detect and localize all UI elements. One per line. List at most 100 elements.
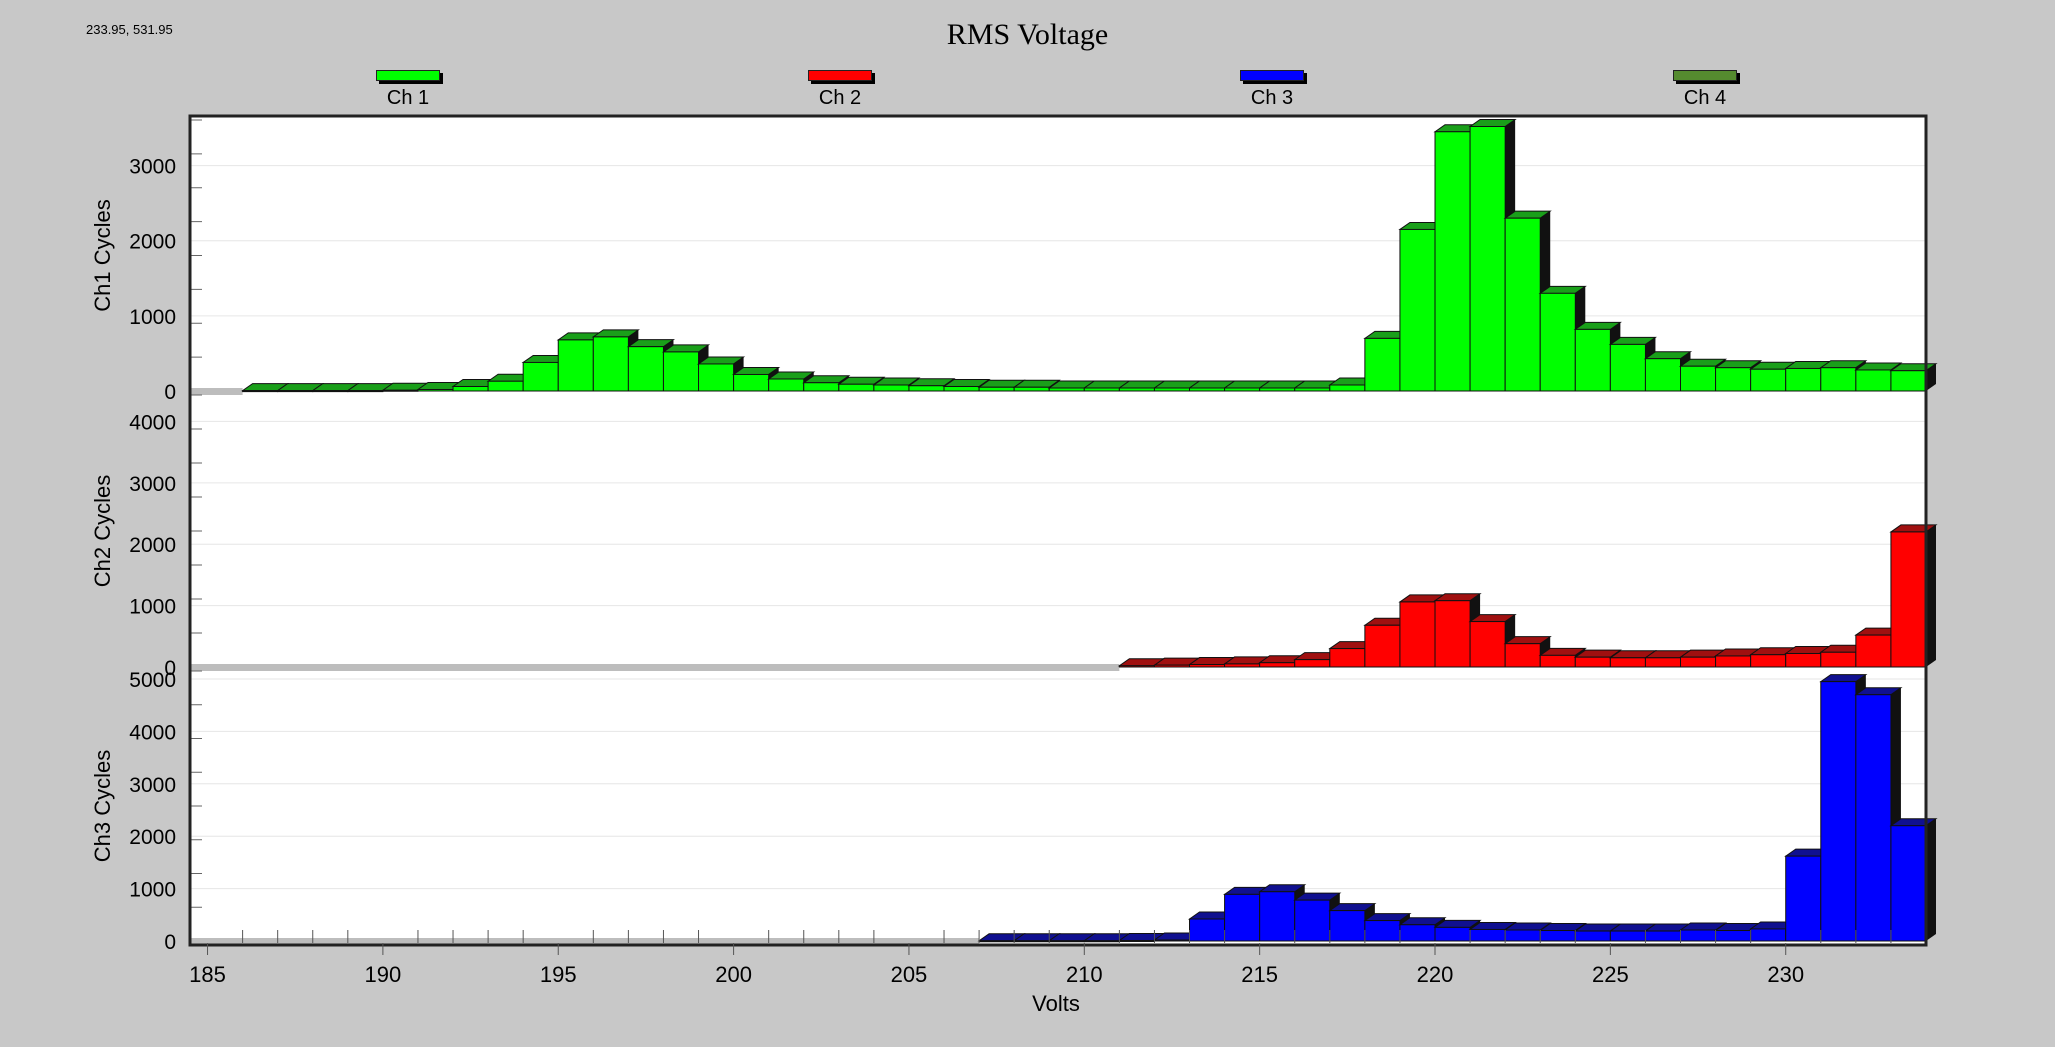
x-tick-label: 220 bbox=[1417, 962, 1454, 987]
bar-front bbox=[1189, 387, 1226, 392]
bar-front bbox=[1785, 652, 1822, 668]
x-tick-label: 205 bbox=[891, 962, 928, 987]
legend-item-ch3[interactable]: Ch 3 bbox=[1212, 70, 1332, 110]
bar-front bbox=[1329, 384, 1366, 392]
bar-front bbox=[1189, 918, 1226, 942]
bar-front bbox=[1083, 940, 1120, 943]
bar-front bbox=[1224, 893, 1261, 942]
legend-label-ch1: Ch 1 bbox=[386, 87, 430, 109]
bar-front bbox=[1574, 656, 1611, 668]
y-axis-label: Ch2 Cycles bbox=[90, 475, 115, 587]
bar-front bbox=[277, 390, 314, 393]
bar-front bbox=[1855, 369, 1892, 392]
panel-3: 0 1000 2000 3000 4000 5000 Ch3 Cycles bbox=[90, 669, 1938, 954]
x-tick-label: 200 bbox=[715, 962, 752, 987]
bar-front bbox=[733, 373, 770, 392]
bar-front bbox=[1609, 343, 1646, 392]
bar-front bbox=[1153, 664, 1191, 668]
bar-front bbox=[522, 361, 559, 392]
panel-1: 0 1000 2000 3000 Ch1 Cycles bbox=[90, 118, 1938, 404]
bar-front bbox=[1048, 387, 1085, 392]
bar-front bbox=[1504, 643, 1541, 668]
bar-front bbox=[347, 390, 384, 393]
bar-front bbox=[1013, 386, 1050, 392]
bar-front bbox=[1259, 891, 1296, 942]
bar-front bbox=[1644, 358, 1682, 392]
legend-label-ch2: Ch 2 bbox=[818, 87, 862, 109]
bar-front bbox=[382, 389, 419, 392]
bar-front bbox=[1434, 926, 1471, 942]
bar-front bbox=[1644, 657, 1682, 668]
bar-front bbox=[1820, 651, 1857, 668]
bar-front bbox=[1855, 694, 1892, 942]
bar-front bbox=[1715, 655, 1752, 668]
x-axis-label: Volts bbox=[1032, 991, 1080, 1016]
bar-front bbox=[1329, 910, 1366, 942]
panel-2: 0 1000 2000 3000 4000 Ch2 Cycles bbox=[90, 394, 1938, 680]
bar-front bbox=[1609, 657, 1646, 668]
y-tick-label: 4000 bbox=[129, 411, 176, 434]
bar bbox=[1854, 687, 1903, 942]
bar-front bbox=[1294, 899, 1331, 942]
legend-item-ch2[interactable]: Ch 2 bbox=[780, 70, 900, 110]
y-tick-label: 1000 bbox=[129, 879, 176, 902]
bar-front bbox=[1224, 387, 1261, 392]
bar-front bbox=[662, 351, 700, 392]
bar-front bbox=[1820, 681, 1857, 942]
bar-front bbox=[1750, 654, 1787, 668]
bar-front bbox=[1539, 930, 1576, 942]
y-axis-label: Ch1 Cycles bbox=[90, 199, 115, 311]
x-tick-label: 195 bbox=[540, 962, 577, 987]
bar-front bbox=[1224, 663, 1261, 668]
baseline-band bbox=[190, 664, 1120, 671]
bar-front bbox=[978, 386, 1015, 392]
bar-front bbox=[1329, 648, 1366, 668]
bar-front bbox=[1118, 939, 1155, 942]
bar-front bbox=[1153, 939, 1191, 942]
bar-front bbox=[803, 382, 840, 392]
y-tick-label: 5000 bbox=[129, 669, 176, 692]
baseline-band bbox=[190, 938, 980, 945]
y-tick-label: 1000 bbox=[129, 306, 176, 329]
plot-frame bbox=[188, 114, 1928, 947]
y-tick-label: 0 bbox=[164, 657, 176, 680]
bar-front bbox=[1013, 940, 1050, 943]
x-tick-label: 210 bbox=[1066, 962, 1103, 987]
bar-front bbox=[1153, 387, 1191, 392]
bar-front bbox=[1504, 217, 1541, 392]
y-tick-label: 2000 bbox=[129, 826, 176, 849]
x-tick-label: 190 bbox=[365, 962, 402, 987]
bar-front bbox=[873, 384, 910, 392]
legend-label-ch3: Ch 3 bbox=[1250, 87, 1294, 109]
y-tick-label: 3000 bbox=[129, 156, 176, 179]
bar-front bbox=[1785, 855, 1822, 942]
bar-front bbox=[1574, 930, 1611, 942]
bar-front bbox=[1364, 337, 1401, 392]
cursor-coordinate-readout: 233.95, 531.95 bbox=[86, 22, 173, 37]
bar bbox=[1538, 285, 1587, 392]
bar-front bbox=[768, 378, 805, 392]
bar-front bbox=[1469, 928, 1506, 942]
bar-front bbox=[1399, 924, 1436, 942]
legend-item-ch4[interactable]: Ch 4 bbox=[1645, 70, 1765, 110]
baseline-band bbox=[190, 388, 243, 395]
y-axis-label: Ch3 Cycles bbox=[90, 750, 115, 862]
x-axis: 185 190 195 200 205 210 215 220 225 230 bbox=[189, 930, 1892, 987]
bar-front bbox=[1890, 531, 1927, 668]
bar-front bbox=[1294, 387, 1331, 392]
bar-front bbox=[1469, 125, 1506, 392]
bar-front bbox=[487, 380, 524, 392]
bar-side bbox=[1926, 524, 1936, 667]
bar-front bbox=[1680, 656, 1717, 668]
bar-front bbox=[1750, 368, 1787, 392]
legend-swatch-ch3 bbox=[1240, 70, 1304, 81]
legend-swatch-ch2 bbox=[808, 70, 872, 81]
bar-front bbox=[908, 385, 945, 392]
bar-front bbox=[452, 385, 489, 392]
legend-label-ch4: Ch 4 bbox=[1683, 87, 1727, 109]
bar-side bbox=[1926, 818, 1936, 941]
bar-front bbox=[1434, 131, 1471, 392]
y-tick-label: 0 bbox=[164, 931, 176, 954]
bar bbox=[1889, 818, 1938, 942]
legend-item-ch1[interactable]: Ch 1 bbox=[348, 70, 468, 110]
